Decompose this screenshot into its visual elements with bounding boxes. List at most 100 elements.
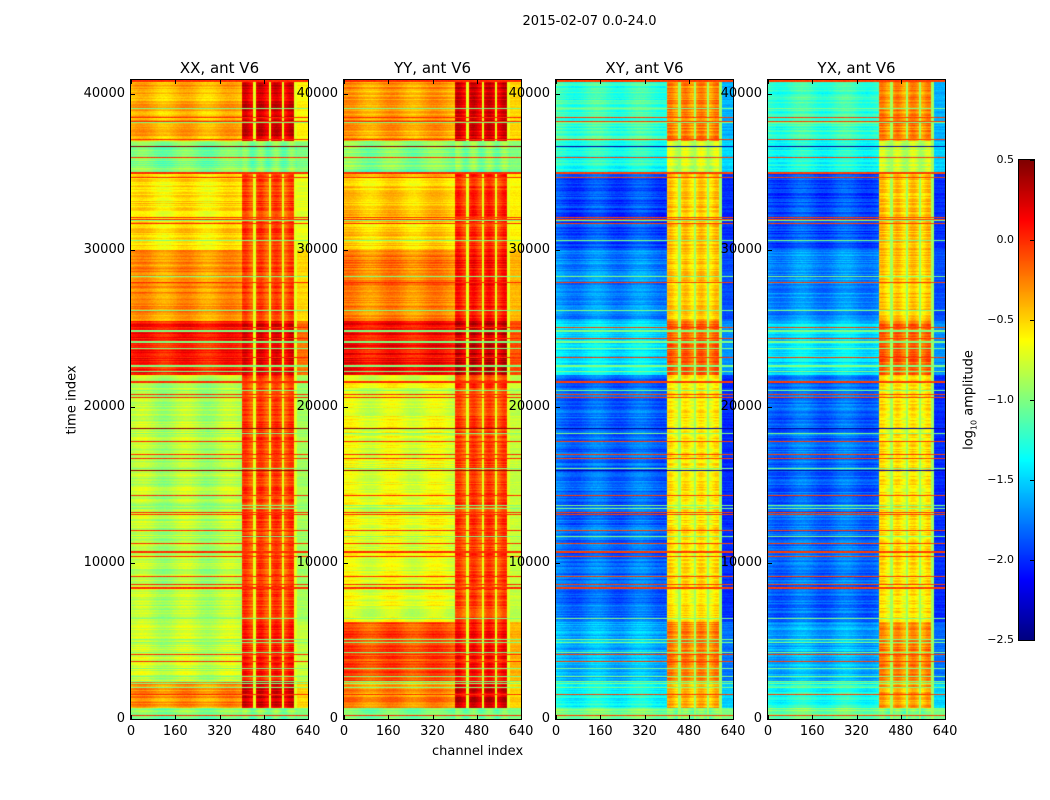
colorbar-tick-mark <box>1030 480 1034 481</box>
y-tick-mark <box>768 719 772 720</box>
x-tick-mark-top <box>263 80 265 84</box>
y-tick-label: 40000 <box>720 86 762 101</box>
y-tick-label: 40000 <box>508 86 550 101</box>
y-tick-label: 30000 <box>720 242 762 258</box>
colorbar-tick-mark <box>1030 400 1034 401</box>
x-tick-mark-top <box>812 80 814 84</box>
y-tick-mark <box>344 719 348 720</box>
x-tick-label: 160 <box>375 724 401 739</box>
y-tick-label: 0 <box>753 711 762 726</box>
x-tick-mark <box>600 715 602 719</box>
x-tick-label: 640 <box>508 724 534 739</box>
x-tick-mark <box>432 715 434 719</box>
y-tick-label: 40000 <box>83 86 125 101</box>
y-tick-label: 20000 <box>508 398 550 414</box>
y-tick-mark <box>344 250 348 252</box>
x-tick-mark <box>945 715 946 719</box>
y-tick-mark <box>131 250 135 252</box>
x-tick-mark-top <box>644 80 646 84</box>
y-tick-label: 40000 <box>296 86 338 101</box>
y-tick-label: 30000 <box>83 242 125 258</box>
colorbar-tick-mark <box>1030 160 1034 161</box>
colorbar-tick-mark <box>1030 560 1034 561</box>
x-tick-mark-top <box>131 80 132 84</box>
x-tick-label: 480 <box>464 724 490 739</box>
y-tick-label: 10000 <box>83 554 125 570</box>
x-tick-mark <box>768 715 769 719</box>
x-tick-label: 320 <box>844 724 869 739</box>
heatmap-panel <box>130 79 309 720</box>
y-tick-mark <box>768 562 772 564</box>
y-tick-label: 20000 <box>720 398 762 414</box>
heatmap-panel <box>555 79 734 720</box>
x-tick-label: 640 <box>720 724 746 739</box>
x-tick-label: 0 <box>339 724 349 739</box>
panel-title: YX, ant V6 <box>817 59 896 77</box>
x-tick-label: 160 <box>162 724 188 739</box>
y-tick-mark <box>768 406 772 408</box>
x-tick-mark-top <box>556 80 557 84</box>
y-tick-mark <box>344 406 348 408</box>
y-tick-label: 30000 <box>508 242 550 258</box>
x-tick-mark-top <box>856 80 858 84</box>
y-tick-label: 10000 <box>720 554 762 570</box>
x-tick-label: 480 <box>888 724 914 739</box>
x-tick-label: 0 <box>126 724 136 739</box>
x-tick-label: 480 <box>676 724 702 739</box>
heatmap-image <box>556 80 733 719</box>
x-tick-mark-top <box>219 80 221 84</box>
y-tick-label: 0 <box>541 711 550 726</box>
x-tick-label: 480 <box>251 724 277 739</box>
x-tick-mark <box>388 715 390 719</box>
x-tick-mark <box>344 715 345 719</box>
y-tick-mark <box>556 562 560 564</box>
colorbar-gradient <box>1019 160 1034 640</box>
y-tick-mark <box>131 562 135 564</box>
x-tick-mark-top <box>900 80 902 84</box>
panel-title: XY, ant V6 <box>605 59 684 77</box>
x-tick-mark <box>556 715 557 719</box>
x-tick-label: 320 <box>632 724 657 739</box>
x-tick-label: 0 <box>763 724 773 739</box>
x-tick-mark <box>263 715 265 719</box>
x-tick-mark-top <box>600 80 602 84</box>
x-tick-mark-top <box>432 80 434 84</box>
x-tick-mark <box>688 715 690 719</box>
x-tick-label: 640 <box>295 724 321 739</box>
y-tick-label: 20000 <box>83 398 125 414</box>
y-tick-label: 30000 <box>296 242 338 258</box>
x-tick-mark <box>900 715 902 719</box>
figure-title: 2015-02-07 0.0-24.0 <box>522 14 657 29</box>
y-tick-mark <box>556 250 560 252</box>
x-tick-label: 160 <box>587 724 613 739</box>
colorbar-tick-label: −2.5 <box>987 633 1014 646</box>
x-tick-mark-top <box>688 80 690 84</box>
y-tick-mark <box>131 94 135 95</box>
colorbar-tick-label: −1.0 <box>987 393 1014 406</box>
y-tick-label: 10000 <box>296 554 338 570</box>
x-tick-mark-top <box>945 80 946 84</box>
colorbar-tick-label: −0.5 <box>987 313 1014 326</box>
colorbar-tick-mark <box>1030 240 1034 241</box>
heatmap-panel <box>343 79 522 720</box>
x-tick-label: 320 <box>207 724 232 739</box>
y-tick-mark <box>556 719 560 720</box>
heatmap-image <box>131 80 308 719</box>
x-tick-mark-top <box>344 80 345 84</box>
panel-title: YY, ant V6 <box>393 59 471 77</box>
x-tick-mark-top <box>388 80 390 84</box>
colorbar-tick-label: 0.5 <box>996 153 1015 166</box>
colorbar-tick-label: −2.0 <box>987 553 1014 566</box>
colorbar-tick-mark <box>1030 640 1034 641</box>
x-tick-mark-top <box>521 80 522 84</box>
y-tick-mark <box>556 406 560 408</box>
colorbar-tick-label: −1.5 <box>987 473 1014 486</box>
x-tick-mark-top <box>308 80 309 84</box>
x-tick-label: 640 <box>932 724 958 739</box>
x-tick-mark <box>644 715 646 719</box>
x-tick-label: 320 <box>420 724 445 739</box>
x-tick-mark <box>476 715 478 719</box>
y-tick-label: 0 <box>329 711 338 726</box>
x-axis-label: channel index <box>432 744 524 759</box>
